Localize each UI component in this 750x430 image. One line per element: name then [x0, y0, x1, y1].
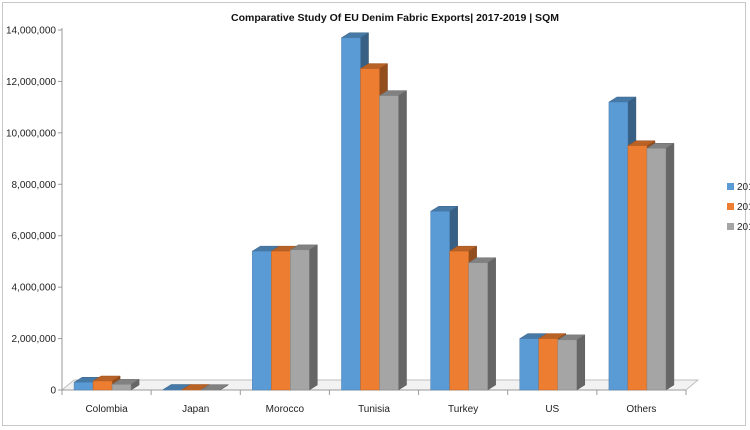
- chart-title: Comparative Study Of EU Denim Fabric Exp…: [231, 12, 559, 24]
- bars: [73, 32, 675, 391]
- y-tick-label: 8,000,000: [12, 180, 57, 191]
- y-tick-label: 14,000,000: [6, 26, 56, 37]
- y-tick-label: 6,000,000: [12, 231, 57, 242]
- x-tick-label: Tunisia: [358, 404, 390, 415]
- bar: [200, 384, 230, 391]
- legend-label: 201: [737, 222, 750, 233]
- y-tick-label: 12,000,000: [6, 77, 56, 88]
- x-tick-label: Colombia: [85, 404, 128, 415]
- bar: [378, 90, 408, 391]
- legend-label: 201: [737, 202, 750, 213]
- y-tick-label: 10,000,000: [6, 128, 56, 139]
- x-tick-label: Morocco: [266, 404, 305, 415]
- x-tick-label: Others: [626, 404, 656, 415]
- legend-item: 201: [727, 182, 750, 193]
- legend-swatch: [727, 223, 734, 230]
- x-tick-label: Turkey: [448, 404, 478, 415]
- y-tick-label: 0: [50, 386, 56, 397]
- bar: [289, 244, 319, 391]
- legend-item: 201: [727, 222, 750, 233]
- legend-swatch: [727, 203, 734, 210]
- y-tick-label: 2,000,000: [12, 334, 57, 345]
- y-tick-label: 4,000,000: [12, 283, 57, 294]
- x-tick-label: US: [545, 404, 559, 415]
- x-tick-label: Japan: [182, 404, 209, 415]
- bar: [646, 142, 675, 391]
- legend: 201 201 201: [727, 182, 750, 233]
- legend-item: 201: [727, 202, 750, 213]
- bar: [111, 378, 140, 391]
- legend-label: 201: [737, 182, 750, 193]
- bar: [556, 334, 586, 391]
- bar: [467, 257, 497, 391]
- legend-swatch: [727, 183, 734, 190]
